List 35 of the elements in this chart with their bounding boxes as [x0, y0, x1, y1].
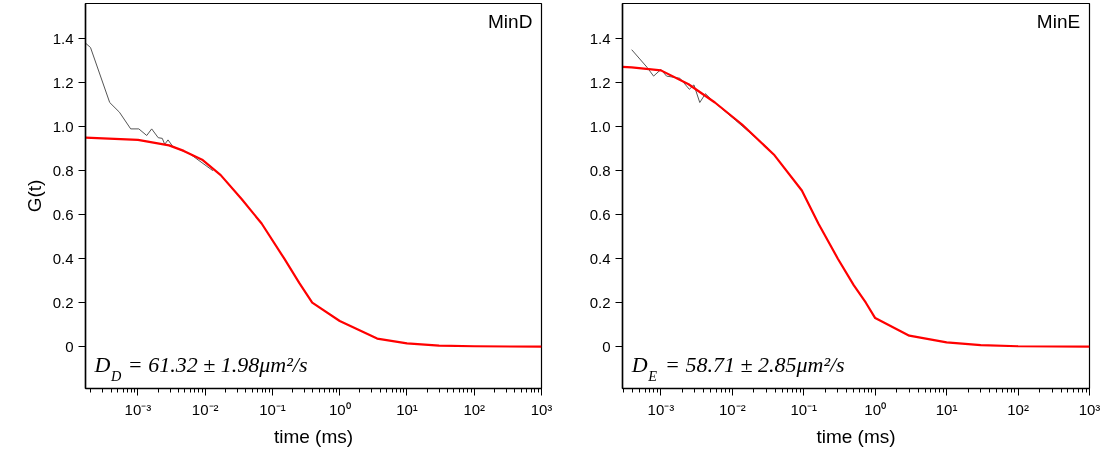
- y-tick-label: 1.2: [52, 73, 74, 91]
- x-tick-label: 10⁻²: [191, 400, 219, 418]
- y-tick-label: 0.8: [52, 161, 74, 179]
- x-tick-label: 10²: [463, 400, 486, 418]
- x-tick-label: 10⁻¹: [259, 400, 286, 418]
- y-tick-label: 1.2: [589, 73, 611, 91]
- x-tick-label: 10⁻³: [124, 400, 152, 418]
- y-tick-label: 1.4: [589, 29, 611, 47]
- y-tick-label: 0.4: [52, 249, 74, 267]
- y-tick-label: 1.4: [52, 29, 74, 47]
- y-tick-label: 1.0: [589, 117, 611, 135]
- y-tick-label: 0.6: [589, 205, 611, 223]
- y-axis-title: G(t): [23, 179, 45, 213]
- x-tick-label: 10⁻¹: [790, 400, 818, 418]
- y-tick-label: 0: [65, 337, 74, 355]
- y-tick-label: 0.4: [589, 249, 611, 267]
- x-tick-label: 10⁰: [864, 400, 887, 418]
- y-tick-label: 0.8: [589, 161, 611, 179]
- x-tick-label: 10¹: [396, 400, 418, 418]
- y-tick-label: 0.2: [52, 293, 74, 311]
- x-tick-label: 10²: [1007, 400, 1029, 418]
- x-axis-title: time (ms): [273, 425, 354, 447]
- annotation: MinD: [488, 11, 533, 33]
- x-tick-label: 10³: [530, 400, 553, 418]
- x-tick-label: 10⁰: [328, 400, 351, 418]
- x-tick-label: 10⁻²: [719, 400, 746, 418]
- x-tick-label: 10¹: [935, 400, 958, 418]
- y-tick-label: 0.2: [589, 293, 611, 311]
- x-tick-label: 10³: [1078, 400, 1101, 418]
- x-tick-label: 10⁻³: [647, 400, 675, 418]
- y-tick-label: 1.0: [52, 117, 74, 135]
- y-tick-label: 0: [602, 337, 611, 355]
- x-axis-title: time (ms): [816, 425, 896, 447]
- y-tick-label: 0.6: [52, 205, 74, 223]
- annotation: MinE: [1036, 11, 1081, 33]
